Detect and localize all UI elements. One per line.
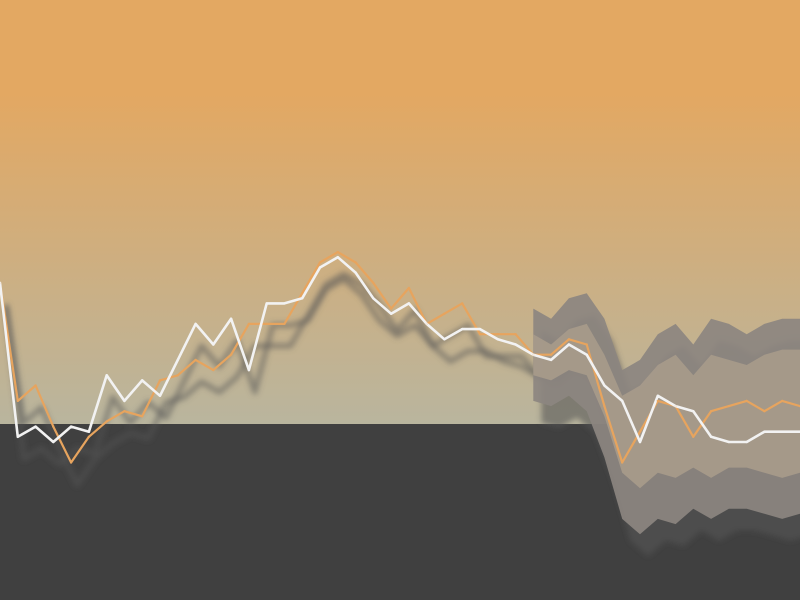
model-point-1 [16, 435, 19, 438]
actual-point-16 [283, 322, 286, 326]
actual-point-35 [621, 461, 624, 464]
model-point-32 [567, 343, 571, 346]
actual-point-20 [354, 261, 357, 264]
model-point-27 [478, 327, 482, 331]
model-point-12 [212, 343, 215, 346]
actual-point-32 [567, 338, 571, 341]
actual-point-34 [603, 404, 606, 408]
model-point-40 [709, 435, 713, 438]
actual-point-23 [407, 286, 411, 290]
actual-point-33 [585, 343, 588, 346]
model-point-18 [318, 266, 322, 269]
model-point-22 [389, 312, 393, 315]
model-point-19 [336, 256, 339, 259]
forecast-band-layer [533, 293, 800, 535]
model-point-9 [158, 394, 162, 397]
actual-point-3 [52, 425, 55, 428]
model-point-10 [176, 358, 179, 362]
model-point-31 [549, 358, 553, 362]
model-point-44 [781, 430, 784, 433]
actual-point-25 [443, 312, 446, 315]
model-point-33 [585, 353, 588, 356]
forecast-band-inner [533, 323, 800, 489]
model-point-16 [283, 302, 286, 305]
series-point-layer [0, 250, 800, 464]
actual-point-40 [709, 410, 713, 413]
actual-point-4 [69, 461, 73, 464]
model-point-8 [141, 379, 144, 382]
model-point-13 [229, 317, 233, 320]
actual-point-15 [265, 322, 268, 326]
model-point-23 [407, 302, 411, 305]
model-point-43 [763, 430, 766, 433]
model-point-0 [0, 281, 2, 285]
model-point-6 [105, 374, 108, 377]
model-point-41 [727, 440, 731, 444]
model-point-28 [496, 338, 499, 341]
model-point-21 [372, 297, 375, 300]
model-point-5 [87, 430, 91, 433]
model-point-20 [354, 271, 357, 274]
model-point-29 [514, 343, 517, 346]
actual-point-14 [247, 322, 251, 326]
actual-series-line [0, 251, 800, 464]
model-point-7 [123, 399, 126, 403]
model-point-14 [247, 368, 251, 372]
actual-point-9 [158, 379, 162, 382]
actual-point-19 [336, 250, 339, 254]
actual-point-17 [301, 292, 304, 295]
model-point-11 [194, 322, 197, 326]
actual-point-7 [123, 410, 126, 413]
model-point-15 [265, 302, 268, 305]
actual-point-21 [372, 281, 375, 285]
model-point-34 [603, 384, 606, 387]
series-line-layer [0, 251, 800, 464]
model-point-24 [425, 322, 428, 326]
actual-point-12 [212, 368, 215, 372]
actual-point-26 [461, 302, 464, 305]
actual-point-28 [496, 333, 499, 336]
actual-point-18 [318, 261, 322, 264]
model-point-17 [301, 297, 304, 300]
model-series-line [0, 255, 800, 444]
actual-point-29 [514, 333, 517, 336]
actual-point-11 [194, 358, 197, 362]
model-point-30 [532, 353, 535, 356]
actual-point-37 [656, 399, 659, 403]
actual-point-39 [692, 435, 695, 438]
actual-point-31 [549, 353, 553, 356]
actual-point-8 [141, 415, 144, 418]
actual-point-41 [727, 404, 731, 408]
model-point-42 [745, 440, 748, 444]
actual-point-10 [176, 374, 179, 377]
actual-point-44 [781, 399, 784, 403]
model-point-37 [656, 394, 659, 397]
model-point-38 [674, 404, 677, 408]
actual-point-6 [105, 420, 108, 423]
model-point-2 [34, 425, 37, 428]
actual-point-1 [16, 399, 19, 403]
actual-point-13 [229, 353, 233, 356]
model-point-3 [52, 440, 55, 444]
model-point-35 [621, 399, 624, 403]
model-point-4 [69, 425, 73, 428]
actual-point-43 [763, 410, 766, 413]
model-point-25 [443, 338, 446, 341]
actual-point-2 [34, 384, 37, 387]
model-point-36 [638, 440, 642, 444]
actual-point-27 [478, 333, 482, 336]
actual-point-36 [638, 430, 642, 433]
actual-point-5 [87, 435, 91, 438]
actual-point-42 [745, 399, 748, 403]
model-point-39 [692, 410, 695, 413]
actual-point-22 [389, 307, 393, 310]
model-point-26 [461, 327, 464, 331]
